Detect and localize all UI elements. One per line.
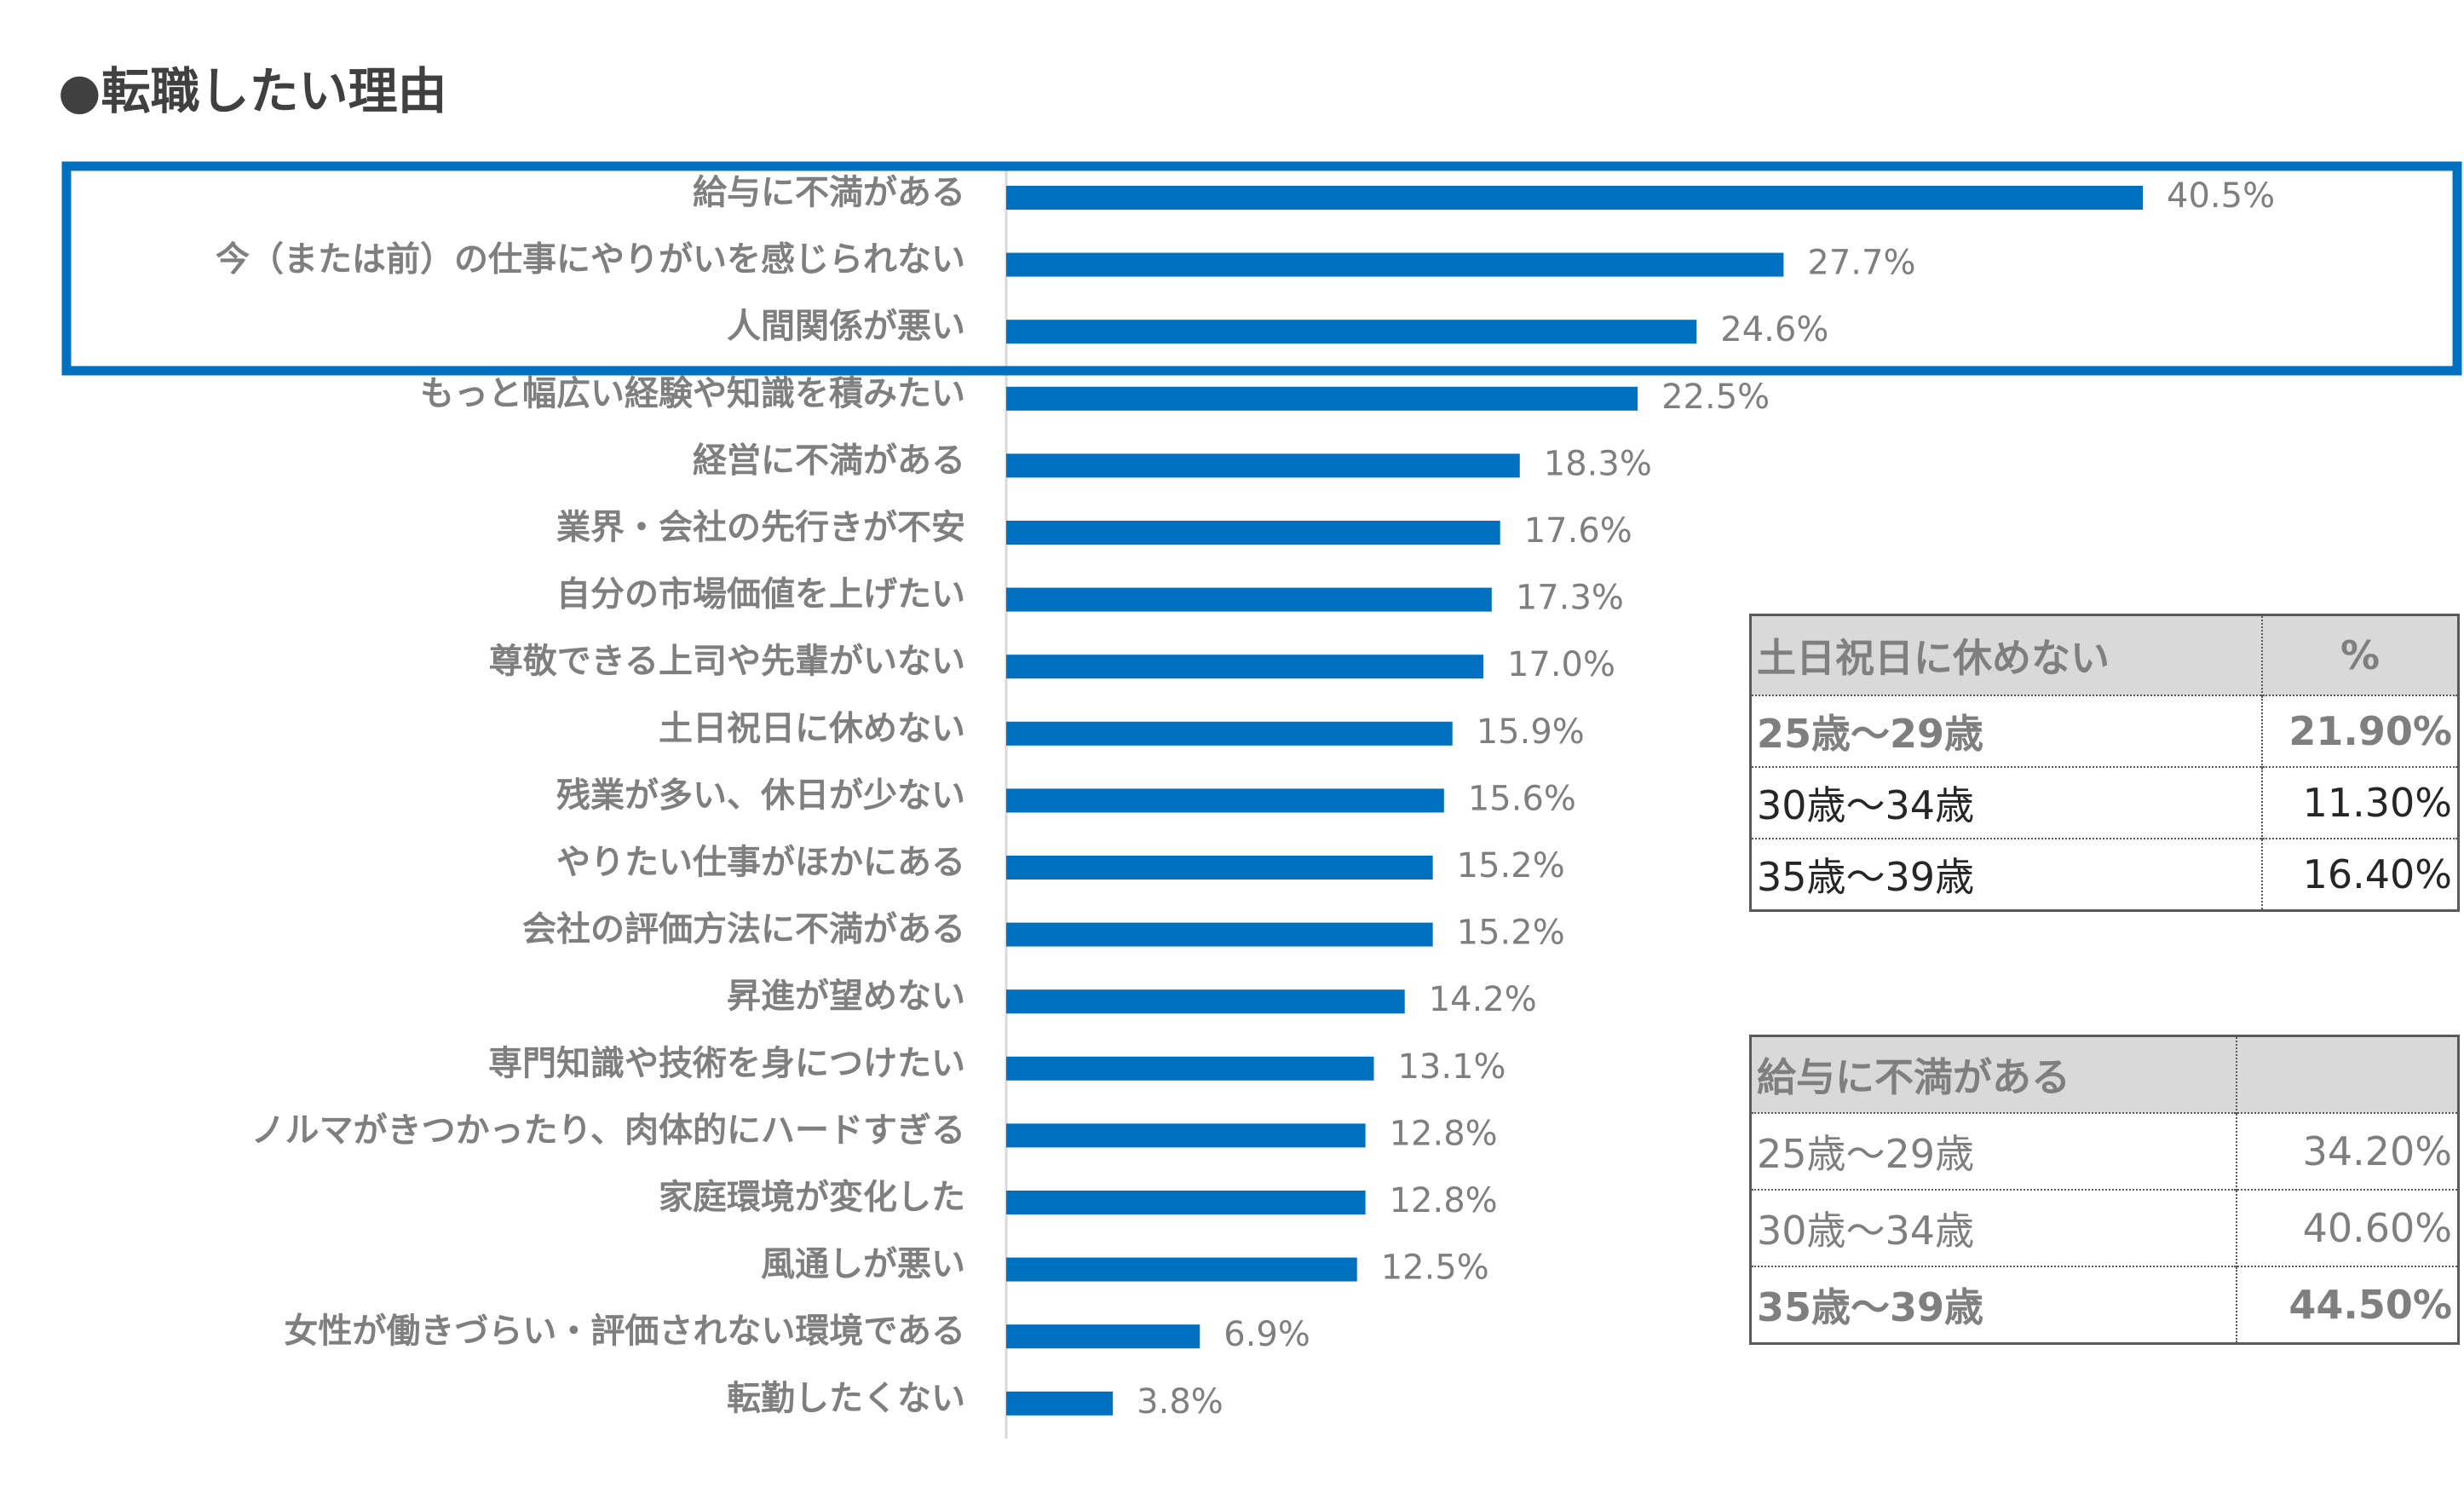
table-cell: 30歳～34歳	[1750, 1189, 2237, 1266]
table-header-empty	[2236, 1035, 2459, 1113]
category-label: 給与に不満がある	[693, 173, 965, 212]
bar	[1006, 186, 2143, 210]
bar	[1006, 721, 1453, 746]
category-label: 今（または前）の仕事にやりがいを感じられない	[216, 240, 965, 280]
table-cell: 11.30%	[2261, 766, 2459, 839]
value-label: 15.2%	[1457, 914, 1565, 953]
table-cell: 40.60%	[2236, 1189, 2459, 1266]
value-label: 15.2%	[1457, 846, 1565, 885]
table-header: 給与に不満がある	[1750, 1035, 2237, 1113]
table-header: %	[2261, 614, 2459, 695]
bar	[1006, 922, 1433, 947]
table-cell: 30歳～34歳	[1750, 766, 2262, 839]
value-label: 3.8%	[1137, 1382, 1223, 1422]
value-label: 22.5%	[1661, 378, 1770, 417]
category-label: 人間関係が悪い	[727, 307, 965, 346]
highlight-box	[61, 161, 2462, 376]
table-cell: 25歳～29歳	[1750, 1112, 2237, 1190]
table: 給与に不満がある 25歳～29歳 34.20% 30歳～34歳 40.60% 35歳…	[1749, 1035, 2460, 1345]
value-label: 18.3%	[1544, 444, 1652, 483]
category-label: 転勤したくない	[727, 1379, 965, 1418]
value-label: 13.1%	[1397, 1047, 1505, 1087]
value-label: 17.0%	[1507, 645, 1615, 684]
bar	[1006, 252, 1784, 277]
category-label: 尊敬できる上司や先輩がいない	[489, 642, 965, 681]
value-label: 27.7%	[1807, 244, 1915, 283]
bar	[1006, 386, 1638, 411]
bar	[1006, 1191, 1366, 1214]
category-label: 残業が多い、休日が少ない	[556, 776, 965, 815]
table-cell: 34.20%	[2236, 1112, 2459, 1190]
value-label: 12.5%	[1381, 1249, 1489, 1288]
category-label: 家庭環境が変化した	[659, 1178, 965, 1217]
table-cell: 16.40%	[2261, 838, 2459, 911]
value-label: 17.6%	[1524, 511, 1632, 551]
category-label: 風通しが悪い	[761, 1245, 965, 1284]
table-cell: 35歳～39歳	[1750, 838, 2262, 911]
bar	[1006, 1123, 1366, 1148]
value-label: 15.9%	[1477, 712, 1585, 752]
value-label: 17.3%	[1516, 579, 1624, 618]
bar	[1006, 989, 1405, 1014]
table-cell: 25歳～29歳	[1750, 695, 2262, 767]
bar	[1006, 856, 1433, 880]
bar	[1006, 320, 1697, 344]
value-label: 12.8%	[1390, 1114, 1498, 1153]
table-header: 土日祝日に休めない	[1750, 614, 2262, 695]
value-label: 14.2%	[1429, 980, 1537, 1019]
category-label: 自分の市場価値を上げたい	[556, 575, 965, 614]
chart-title: ●転職したい理由	[58, 62, 447, 120]
bar	[1006, 1324, 1200, 1349]
category-label: 専門知識や技術を身につけたい	[488, 1044, 965, 1083]
value-label: 24.6%	[1720, 310, 1828, 349]
bar	[1006, 1056, 1374, 1081]
table-cell: 35歳～39歳	[1750, 1266, 2237, 1344]
category-label: 土日祝日に休めない	[659, 709, 965, 748]
value-label: 12.8%	[1390, 1181, 1498, 1220]
value-label: 40.5%	[2167, 176, 2275, 216]
category-label: 業界・会社の先行きが不安	[556, 508, 965, 547]
category-label: やりたい仕事がほかにある	[556, 843, 965, 882]
bar	[1006, 521, 1500, 545]
bar	[1006, 453, 1520, 478]
value-label: 15.6%	[1468, 779, 1576, 818]
category-label: 昇進が望めない	[727, 977, 965, 1016]
bar	[1006, 788, 1444, 813]
category-label: ノルマがきつかったり、肉体的にハードすぎる	[251, 1110, 965, 1150]
bar	[1006, 655, 1483, 679]
bar	[1006, 1257, 1357, 1282]
category-label: もっと幅広い経験や知識を積みたい	[420, 374, 965, 413]
value-label: 6.9%	[1223, 1315, 1310, 1354]
category-label: 経営に不満がある	[693, 441, 965, 480]
category-label: 女性が働きづらい・評価されない環境である	[284, 1312, 965, 1351]
table: 土日祝日に休めない% 25歳～29歳 21.90% 30歳～34歳 11.30% 3…	[1749, 614, 2460, 912]
table-cell: 44.50%	[2236, 1266, 2459, 1344]
category-label: 会社の評価方法に不満がある	[522, 910, 965, 949]
bar	[1006, 1391, 1114, 1416]
table-cell: 21.90%	[2261, 695, 2459, 767]
bar	[1006, 587, 1492, 612]
